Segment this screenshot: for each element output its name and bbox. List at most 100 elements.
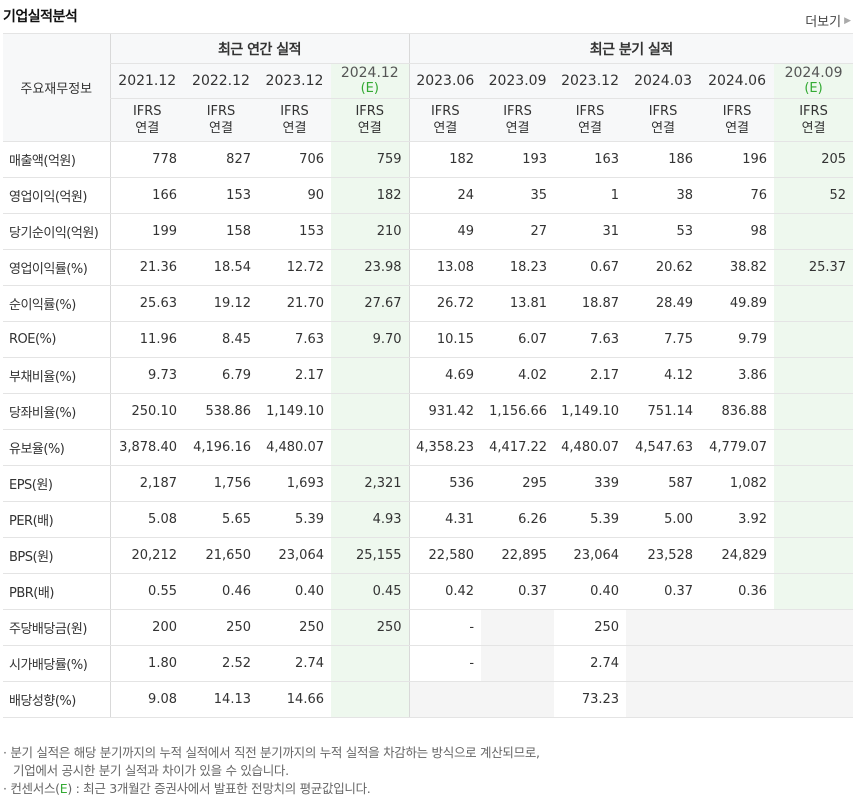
table-cell: 35 <box>481 177 555 214</box>
table-cell <box>331 429 410 466</box>
table-row: 시가배당률(%) 1.80 2.52 2.74-2.74 <box>3 645 854 682</box>
table-cell: 23,064 <box>258 537 331 574</box>
table-cell <box>331 357 410 394</box>
row-label: 영업이익률(%) <box>3 249 110 286</box>
table-cell: 5.08 <box>109 501 184 538</box>
table-cell <box>700 609 775 646</box>
table-cell: 4.12 <box>626 357 701 394</box>
table-cell: 200 <box>109 609 184 646</box>
footnote-1-cont: 기업에서 공시한 분기 실적과 차이가 있을 수 있습니다. <box>13 763 289 778</box>
more-link[interactable]: 더보기 ▶ <box>805 11 851 30</box>
row-label: PER(배) <box>3 501 110 538</box>
column-period: 2023.12 <box>554 63 627 99</box>
table-cell: 751.14 <box>626 393 701 430</box>
table-cell: 6.07 <box>481 321 555 358</box>
column-period-label: 2023.12 <box>561 73 619 89</box>
column-period: 2024.12 (E) <box>331 63 410 99</box>
table-cell: 250 <box>184 609 258 646</box>
table-cell: 0.45 <box>331 573 410 610</box>
table-cell: 4,480.07 <box>554 429 627 466</box>
table-cell <box>481 609 555 646</box>
table-cell <box>408 681 482 718</box>
table-cell: 536 <box>408 465 482 502</box>
row-label: 배당성향(%) <box>3 681 110 718</box>
table-row: 영업이익(억원) 166 153 90 182 24 35 1 38 76 52 <box>3 177 854 214</box>
table-row: 부채비율(%) 9.73 6.79 2.17 4.69 4.02 2.17 4.12 3.86 <box>3 357 854 394</box>
table-cell: 23.98 <box>331 249 410 286</box>
footnote-1: · 분기 실적은 해당 분기까지의 누적 실적에서 직전 분기까지의 누적 실적… <box>3 745 540 760</box>
table-cell <box>774 501 854 538</box>
table-cell: 4.93 <box>331 501 410 538</box>
table-cell <box>774 681 854 718</box>
table-cell: 4.02 <box>481 357 555 394</box>
table-cell: 0.40 <box>258 573 331 610</box>
table-cell <box>774 609 854 646</box>
table-cell: 6.26 <box>481 501 555 538</box>
table-cell: 10.15 <box>408 321 482 358</box>
table-cell: 4.31 <box>408 501 482 538</box>
table-cell: 7.63 <box>258 321 331 358</box>
column-standard: IFRS 연결 <box>408 98 482 142</box>
table-cell: 0.46 <box>184 573 258 610</box>
table-cell: 38 <box>626 177 701 214</box>
table-cell: 27 <box>481 213 555 250</box>
table-cell: 76 <box>700 177 775 214</box>
table-cell <box>774 429 854 466</box>
estimate-marker: (E) <box>804 81 823 96</box>
row-label: 주당배당금(원) <box>3 609 110 646</box>
table-cell: 4,358.23 <box>408 429 482 466</box>
standard-label: IFRS <box>722 104 752 119</box>
table-cell: 186 <box>626 141 701 178</box>
table-cell <box>626 645 701 682</box>
table-cell: 827 <box>184 141 258 178</box>
table-cell: 250 <box>554 609 627 646</box>
table-cell: 5.39 <box>554 501 627 538</box>
table-cell <box>774 321 854 358</box>
table-cell: 19.12 <box>184 285 258 322</box>
table-row: 유보율(%) 3,878.40 4,196.16 4,480.07 4,358.23 4,… <box>3 429 854 466</box>
row-label: BPS(원) <box>3 537 110 574</box>
row-label: 시가배당률(%) <box>3 645 110 682</box>
consolidation-label: 연결 <box>209 121 233 136</box>
standard-label: IFRS <box>206 104 236 119</box>
table-cell: 199 <box>109 213 184 250</box>
table-cell <box>626 609 701 646</box>
table-cell <box>626 681 701 718</box>
table-cell: 4,417.22 <box>481 429 555 466</box>
table-cell: 22,580 <box>408 537 482 574</box>
table-row: 영업이익률(%) 21.36 18.54 12.72 23.98 13.08 18.23 0.… <box>3 249 854 286</box>
table-cell: 836.88 <box>700 393 775 430</box>
table-cell: 153 <box>258 213 331 250</box>
table-cell: 52 <box>774 177 854 214</box>
table-cell: 8.45 <box>184 321 258 358</box>
table-cell: 25.37 <box>774 249 854 286</box>
table-cell: 166 <box>109 177 184 214</box>
row-label: 매출액(억원) <box>3 141 110 178</box>
table-cell: 13.08 <box>408 249 482 286</box>
table-cell: 6.79 <box>184 357 258 394</box>
column-standard: IFRS 연결 <box>700 98 775 142</box>
table-cell: 21.70 <box>258 285 331 322</box>
table-cell: 5.65 <box>184 501 258 538</box>
table-cell: 587 <box>626 465 701 502</box>
table-cell: 1,756 <box>184 465 258 502</box>
column-period: 2022.12 <box>184 63 258 99</box>
column-standard: IFRS 연결 <box>626 98 701 142</box>
table-cell: 31 <box>554 213 627 250</box>
more-link-label[interactable]: 더보기 <box>805 15 842 30</box>
table-cell: 205 <box>774 141 854 178</box>
column-period: 2023.12 <box>258 63 331 99</box>
column-period: 2023.09 <box>481 63 555 99</box>
column-period-label: 2024.09 <box>784 65 843 81</box>
table-cell: 7.75 <box>626 321 701 358</box>
table-cell: 26.72 <box>408 285 482 322</box>
table-cell: 4,547.63 <box>626 429 701 466</box>
section-header: 기업실적분석 더보기 ▶ <box>0 0 857 34</box>
table-cell: 9.79 <box>700 321 775 358</box>
table-cell: 0.55 <box>109 573 184 610</box>
annual-group-header: 최근 연간 실적 <box>109 33 410 64</box>
table-cell: 250.10 <box>109 393 184 430</box>
table-cell: 182 <box>408 141 482 178</box>
table-cell: 250 <box>331 609 410 646</box>
table-cell <box>774 213 854 250</box>
